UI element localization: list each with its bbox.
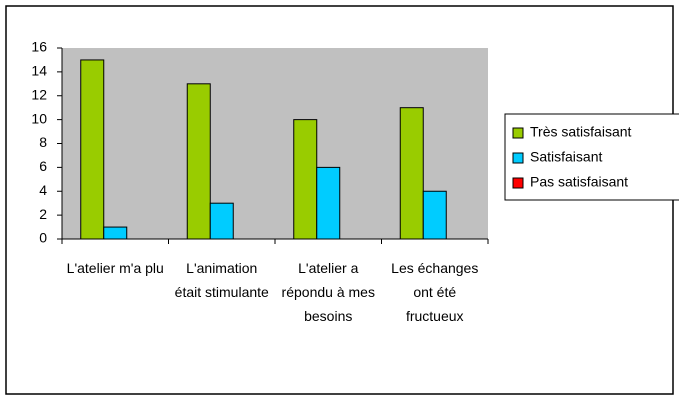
legend-label: Satisfaisant [530,149,602,165]
legend-box [504,113,679,201]
y-tick-label: 8 [39,134,47,150]
x-tick-label-box: Les échanges ont été fructueux [391,260,479,324]
y-tick-label: 14 [31,63,47,79]
x-tick-label: L'atelier a répondu à mes besoins [281,260,375,324]
bar [399,107,424,240]
bar [80,59,105,240]
x-tick-label: L'animation était stimulante [174,260,269,300]
x-tick-label: Les échanges ont été fructueux [391,260,479,324]
y-tick-label: 2 [39,206,47,222]
bar [103,226,128,240]
legend-swatch [512,177,524,189]
y-tick-label: 10 [31,110,47,126]
y-tick-label: 12 [31,86,47,102]
x-tick-label: L'atelier m'a plu [66,260,164,276]
bar [316,166,341,240]
x-tick-label-box: L'atelier a répondu à mes besoins [281,260,375,324]
y-tick-label: 6 [39,158,47,174]
bar [293,119,318,240]
y-tick-label: 16 [31,39,47,55]
legend-label: Très satisfaisant [530,124,632,140]
bar [422,190,447,240]
x-tick-label-box: L'animation était stimulante [174,260,269,300]
y-tick-label: 4 [39,182,47,198]
x-tick-label-box: L'atelier m'a plu [66,260,164,276]
legend-swatch [512,127,524,139]
bar [186,83,211,240]
legend-label: Pas satisfaisant [530,174,628,190]
bar [209,202,234,240]
legend-swatch [512,152,524,164]
y-tick-label: 0 [39,230,47,246]
